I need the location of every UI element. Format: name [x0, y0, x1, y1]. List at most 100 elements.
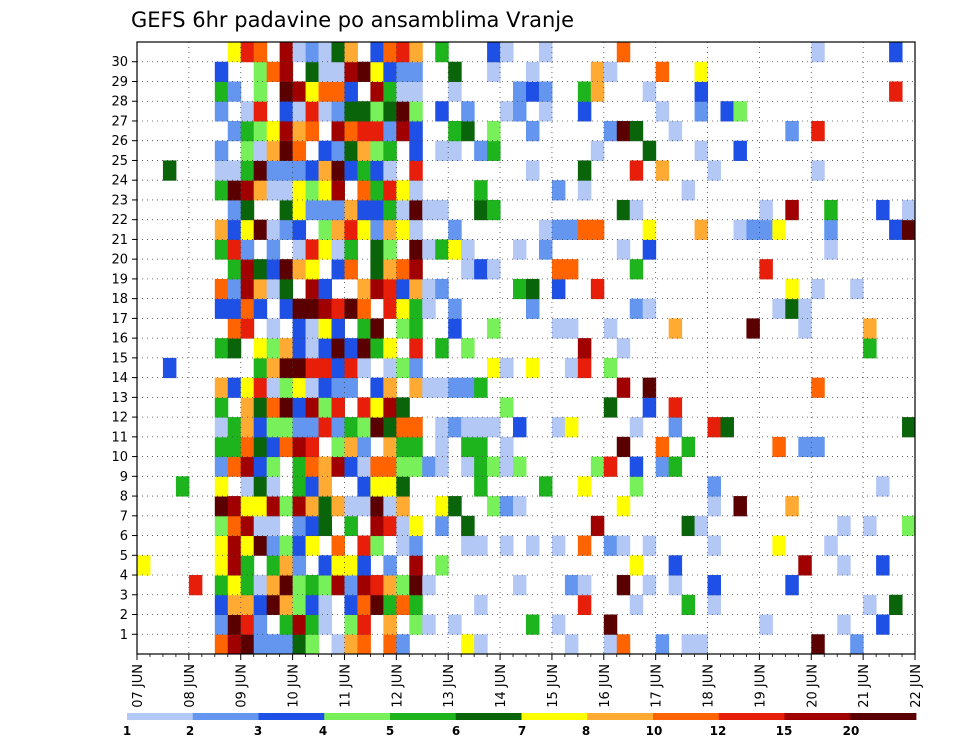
heatmap-cell	[279, 199, 294, 221]
heatmap-cell	[357, 614, 371, 635]
y-tick-label: 14	[111, 371, 128, 386]
heatmap-cell	[422, 278, 436, 300]
heatmap-cell	[279, 397, 294, 418]
colorbar-swatch	[587, 713, 654, 720]
heatmap-cell	[253, 42, 268, 63]
heatmap-cell	[474, 436, 488, 458]
heatmap-cell	[577, 594, 592, 616]
heatmap-cell	[305, 298, 320, 319]
heatmap-cell	[370, 496, 384, 517]
heatmap-cell	[655, 436, 670, 458]
heatmap-cell	[331, 239, 345, 260]
heatmap-cell	[370, 199, 384, 221]
heatmap-cell	[422, 456, 436, 477]
heatmap-cell	[318, 298, 332, 319]
heatmap-cell	[448, 417, 462, 438]
heatmap-cell	[526, 357, 540, 379]
heatmap-cell	[240, 456, 255, 477]
heatmap-cell	[227, 575, 242, 596]
heatmap-cell	[370, 575, 384, 596]
heatmap-cell	[279, 436, 294, 458]
heatmap-cell	[396, 81, 410, 102]
heatmap-cell	[551, 417, 566, 438]
heatmap-cell	[253, 120, 268, 142]
heatmap-cell	[279, 377, 294, 398]
heatmap-cell	[396, 594, 410, 616]
heatmap-cell	[396, 61, 410, 82]
heatmap-cell	[331, 575, 345, 596]
heatmap-cell	[629, 120, 644, 142]
heatmap-cell	[227, 278, 242, 300]
heatmap-cell	[435, 140, 449, 161]
heatmap-cell	[292, 120, 307, 142]
heatmap-cell	[435, 456, 449, 477]
heatmap-cell	[279, 140, 294, 161]
y-tick-label: 27	[111, 114, 128, 129]
heatmap-cell	[474, 259, 488, 280]
heatmap-cell	[772, 298, 786, 319]
heatmap-cell	[279, 180, 294, 201]
heatmap-cell	[409, 101, 423, 122]
heatmap-cell	[240, 219, 255, 240]
heatmap-cell	[590, 219, 605, 240]
y-tick-label: 6	[120, 529, 128, 544]
heatmap-cell	[577, 338, 592, 359]
heatmap-cell	[357, 160, 371, 181]
heatmap-cell	[383, 377, 397, 398]
heatmap-cell	[266, 377, 281, 398]
heatmap-cell	[487, 61, 501, 82]
heatmap-cell	[331, 338, 345, 359]
heatmap-cell	[474, 377, 488, 398]
x-tick-label: 22 JUN	[909, 664, 924, 708]
heatmap-cell	[292, 634, 307, 655]
heatmap-cell	[266, 278, 281, 300]
heatmap-cell	[461, 456, 475, 477]
heatmap-cell	[409, 614, 423, 635]
heatmap-cell	[344, 515, 358, 537]
heatmap-cell	[240, 535, 255, 556]
heatmap-cell	[253, 259, 268, 280]
heatmap-cell	[253, 81, 268, 102]
heatmap-cell	[422, 377, 436, 398]
heatmap-cell	[331, 160, 345, 181]
heatmap-cell	[253, 515, 268, 537]
heatmap-cell	[500, 496, 514, 517]
heatmap-cell	[396, 456, 410, 477]
heatmap-cell	[357, 436, 371, 458]
heatmap-cell	[357, 120, 371, 142]
heatmap-cell	[266, 436, 281, 458]
heatmap-cell	[383, 278, 397, 300]
heatmap-cell	[785, 120, 799, 142]
y-tick-label: 26	[111, 134, 128, 149]
heatmap-cell	[681, 180, 696, 201]
heatmap-cell	[409, 417, 423, 438]
heatmap-cell	[214, 377, 229, 398]
heatmap-cell	[266, 417, 281, 438]
heatmap-cell	[331, 219, 345, 240]
heatmap-cell	[474, 535, 488, 556]
heatmap-cell	[344, 199, 358, 221]
heatmap-cell	[383, 357, 397, 379]
heatmap-cell	[461, 417, 475, 438]
heatmap-cell	[253, 614, 268, 635]
heatmap-cell	[668, 555, 683, 576]
heatmap-cell	[707, 160, 721, 181]
heatmap-cell	[279, 61, 294, 82]
heatmap-cell	[266, 496, 281, 517]
heatmap-cell	[279, 575, 294, 596]
heatmap-cell	[461, 634, 475, 655]
y-tick-label: 12	[111, 411, 128, 426]
heatmap-cell	[214, 456, 229, 477]
heatmap-cell	[409, 199, 423, 221]
heatmap-cell	[266, 120, 281, 142]
heatmap-cell	[214, 496, 229, 517]
heatmap-cell	[318, 496, 332, 517]
heatmap-cell	[240, 298, 255, 319]
heatmap-cell	[876, 614, 890, 635]
heatmap-cell	[694, 101, 709, 122]
heatmap-cell	[603, 456, 618, 477]
heatmap-cell	[292, 476, 307, 497]
heatmap-cell	[253, 456, 268, 477]
heatmap-cell	[746, 318, 760, 339]
heatmap-cell	[279, 81, 294, 102]
